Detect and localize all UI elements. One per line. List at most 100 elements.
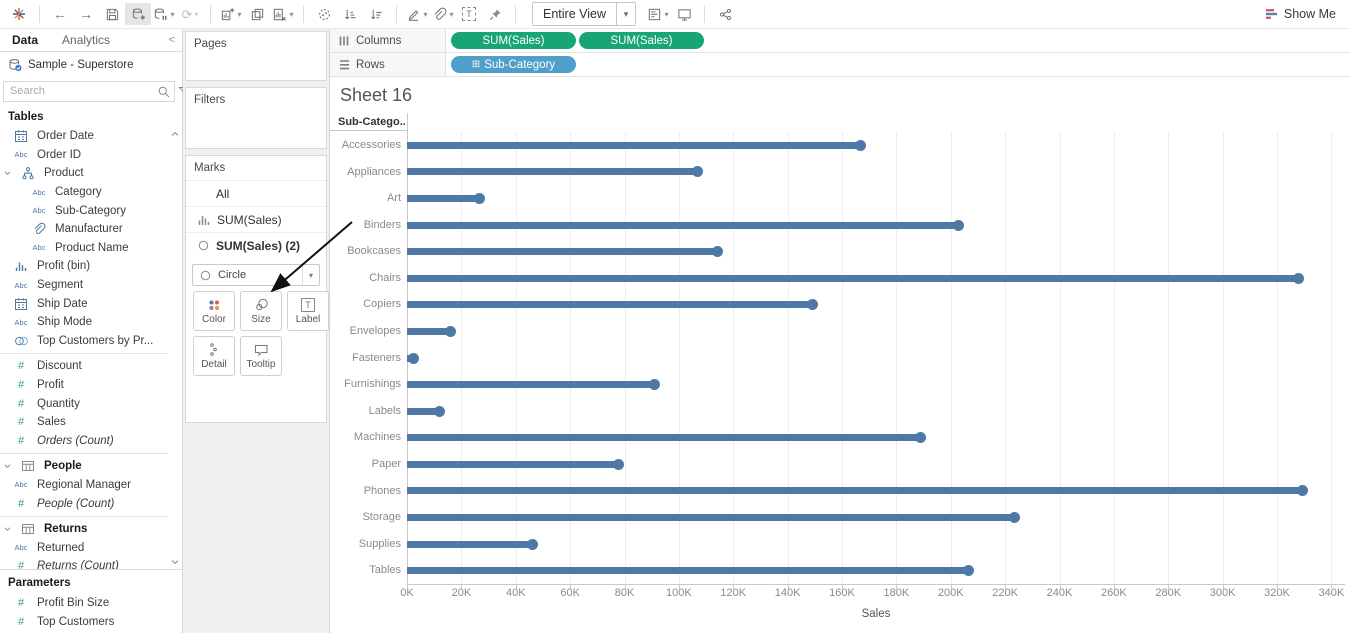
scroll-down-arrow[interactable] [169,556,181,568]
scroll-up-arrow[interactable] [169,128,181,140]
category-label-labels[interactable]: Labels [368,404,401,417]
fix-axes-pin-icon[interactable] [482,3,508,25]
size-button[interactable]: Size [240,291,282,331]
bar-accessories[interactable] [407,139,867,151]
category-label-furnishings[interactable]: Furnishings [344,378,401,391]
bar-fasteners[interactable] [407,352,420,364]
columns-shelf[interactable]: Columns SUM(Sales) SUM(Sales) [330,29,1350,53]
tab-analytics[interactable]: Analytics [62,33,111,47]
category-label-supplies[interactable]: Supplies [358,537,401,550]
x-axis-title[interactable]: Sales [861,608,891,620]
bar-bookcases[interactable] [407,246,724,258]
chevron-down-icon[interactable]: ▾ [616,3,635,25]
show-mark-labels-icon[interactable]: ▾ [645,3,671,25]
group-members-icon[interactable] [311,3,337,25]
parameter-top-customers[interactable]: # Top Customers [0,612,182,631]
fit-selector[interactable]: Entire View ▾ [532,2,636,26]
field-quantity[interactable]: # Quantity [0,394,168,413]
highlight-icon[interactable]: ▾ [404,3,430,25]
field-product[interactable]: Product [0,164,168,183]
field-returned[interactable]: Abc Returned [0,538,168,557]
pill-sub-category[interactable]: ⊞ Sub-Category [451,56,576,73]
field-category[interactable]: Abc Category [0,183,168,202]
bar-art[interactable] [407,192,485,204]
group-paperclip-icon[interactable]: ▾ [430,3,456,25]
bar-chairs[interactable] [407,272,1304,284]
category-label-fasteners[interactable]: Fasteners [352,351,401,364]
field-returns-count[interactable]: # Returns (Count) [0,557,168,569]
category-label-accessories[interactable]: Accessories [341,139,401,151]
bar-envelopes[interactable] [407,325,456,337]
filters-shelf[interactable]: Filters [185,87,327,149]
category-label-copiers[interactable]: Copiers [363,298,401,311]
tableau-logo-icon[interactable] [6,3,32,25]
bar-machines[interactable] [407,432,926,444]
category-label-phones[interactable]: Phones [363,484,401,497]
label-button[interactable]: T Label [287,291,329,331]
row-axis-header[interactable]: Sub-Catego.. [330,113,407,131]
field-product-name[interactable]: Abc Product Name [0,239,168,258]
field-sub-category[interactable]: Abc Sub-Category [0,201,168,220]
pill-sum-sales[interactable]: SUM(Sales) [579,32,704,49]
field-top-customers-by-pr[interactable]: Top Customers by Pr... [0,332,168,351]
bar-labels[interactable] [407,405,445,417]
marks-item-all[interactable]: All [186,180,326,206]
save-icon[interactable] [99,3,125,25]
field-discount[interactable]: # Discount [0,357,168,376]
detail-button[interactable]: Detail [193,336,235,376]
mark-type-dropdown[interactable]: Circle ▾ [192,264,320,286]
field-orders-count[interactable]: # Orders (Count) [0,432,168,451]
bar-phones[interactable] [407,485,1309,497]
text-label-icon[interactable]: T [456,3,482,25]
duplicate-sheet-icon[interactable] [244,3,270,25]
show-me-button[interactable]: Show Me [1265,7,1336,21]
category-label-bookcases[interactable]: Bookcases [347,245,401,258]
bar-binders[interactable] [407,219,965,231]
tab-data[interactable]: Data [12,33,39,47]
category-label-paper[interactable]: Paper [371,457,401,470]
pause-updates-icon[interactable]: ▾ [151,3,177,25]
marks-item-sum-sales-2[interactable]: SUM(Sales) (2) [186,232,326,258]
category-label-envelopes[interactable]: Envelopes [349,325,401,338]
field-segment[interactable]: Abc Segment [0,276,168,295]
category-label-storage[interactable]: Storage [362,511,401,524]
sort-ascending-icon[interactable] [337,3,363,25]
category-label-chairs[interactable]: Chairs [369,271,401,284]
pages-shelf[interactable]: Pages [185,31,327,81]
search-box[interactable] [3,80,175,102]
refresh-data-icon[interactable]: ⟳ ▾ [181,6,199,22]
clear-sheet-icon[interactable]: ▾ [270,3,296,25]
field-returns[interactable]: Returns [0,520,168,539]
presentation-mode-icon[interactable] [671,3,697,25]
parameter-profit-bin-size[interactable]: # Profit Bin Size [0,593,182,612]
new-worksheet-icon[interactable]: ▾ [218,3,244,25]
field-people-count[interactable]: # People (Count) [0,494,168,513]
expand-chevron-icon[interactable] [3,461,12,471]
field-people[interactable]: People [0,457,168,476]
plot-area[interactable] [407,132,1345,589]
category-label-machines[interactable]: Machines [353,431,401,444]
category-label-appliances[interactable]: Appliances [347,165,401,178]
collapse-pane-icon[interactable]: < [168,34,175,46]
bar-supplies[interactable] [407,538,538,550]
expand-plus-icon[interactable]: ⊞ [471,59,481,70]
field-ship-mode[interactable]: Abc Ship Mode [0,313,168,332]
redo-icon[interactable]: → [79,6,93,22]
pill-sum-sales[interactable]: SUM(Sales) [451,32,576,49]
search-input[interactable] [8,84,154,98]
rows-shelf[interactable]: Rows ⊞ Sub-Category [330,53,1350,77]
field-regional-manager[interactable]: Abc Regional Manager [0,476,168,495]
share-icon[interactable] [712,3,738,25]
expand-chevron-icon[interactable] [3,168,12,178]
field-ship-date[interactable]: Ship Date [0,294,168,313]
category-label-tables[interactable]: Tables [369,564,401,577]
field-profit[interactable]: # Profit [0,376,168,395]
bar-tables[interactable] [407,565,974,577]
color-button[interactable]: Color [193,291,235,331]
field-profit-bin[interactable]: Profit (bin) [0,257,168,276]
tooltip-button[interactable]: Tooltip [240,336,282,376]
expand-chevron-icon[interactable] [3,524,12,534]
datasource-row[interactable]: Sample - Superstore [0,52,182,78]
field-order-id[interactable]: Abc Order ID [0,146,168,165]
bar-storage[interactable] [407,512,1020,524]
